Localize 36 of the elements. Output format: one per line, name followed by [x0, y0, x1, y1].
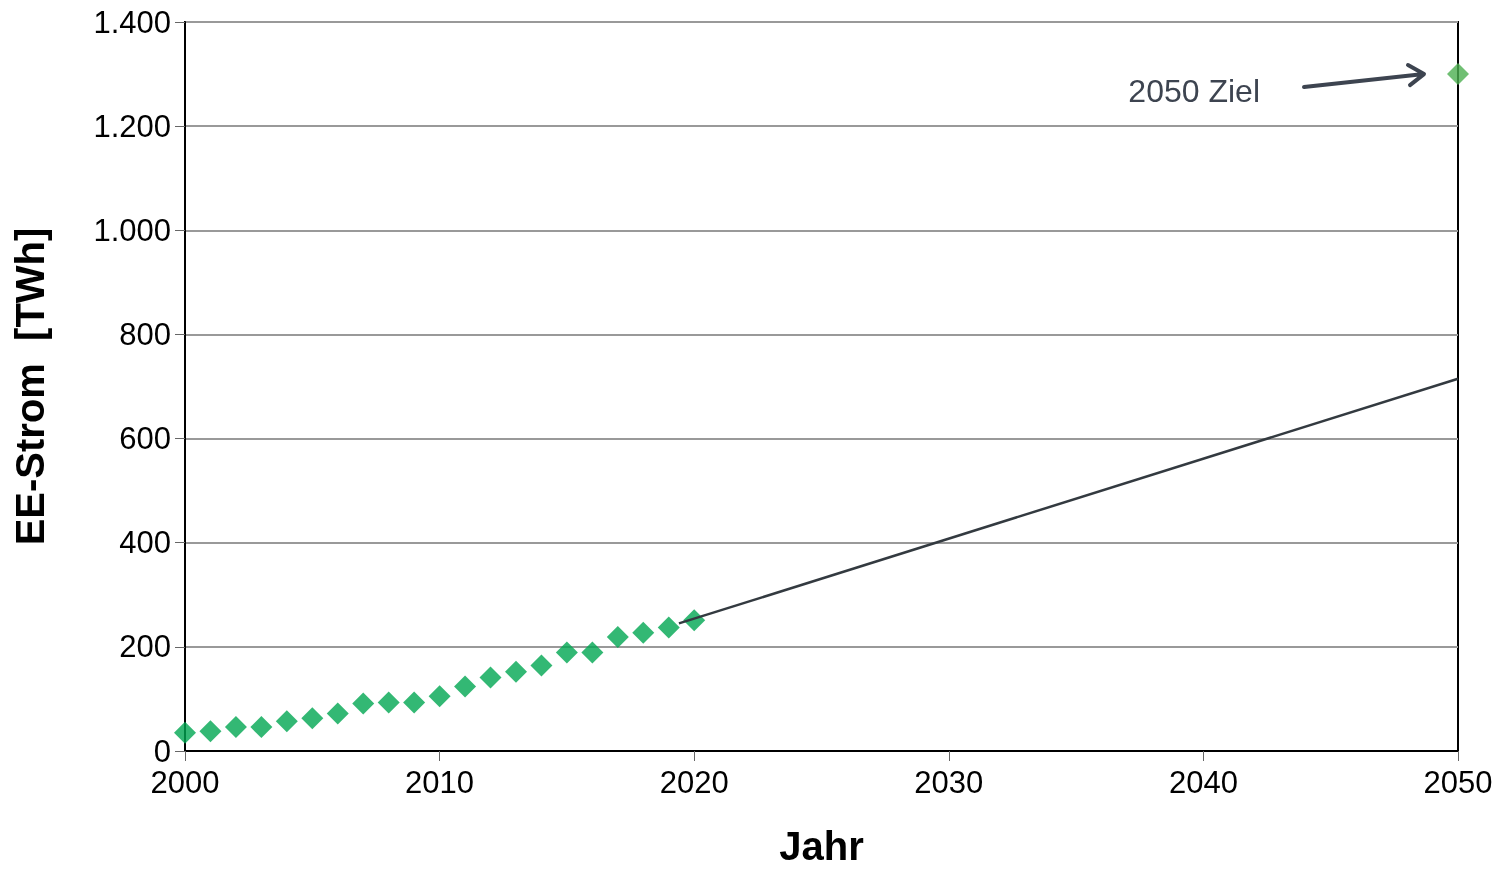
point: [199, 720, 222, 743]
point: [606, 625, 629, 648]
point: [301, 707, 324, 730]
point: [224, 716, 247, 739]
y-tick-label: 800: [119, 316, 171, 352]
point: [479, 666, 502, 689]
x-axis-title: Jahr: [779, 824, 864, 868]
point: [657, 616, 680, 639]
point: [555, 641, 578, 664]
x-tick-label: 2020: [659, 765, 729, 800]
point: [275, 710, 298, 733]
point: [377, 691, 400, 714]
point: [581, 641, 604, 664]
x-tick-label: 2050: [1423, 765, 1493, 800]
y-tick-label: 400: [119, 525, 171, 561]
point: [250, 716, 273, 739]
point: [326, 702, 349, 725]
x-tick-label: 2010: [405, 765, 475, 800]
point: [454, 675, 477, 698]
y-axis-title: EE-Strom [TWh]: [8, 227, 52, 546]
point: [632, 621, 655, 644]
y-tick-label: 1.200: [93, 108, 171, 144]
point: [530, 654, 553, 677]
y-tick-label: 1.400: [93, 4, 171, 40]
point: [403, 691, 426, 714]
point: [504, 660, 527, 683]
point: [1447, 63, 1469, 86]
annotation: 2050 Ziel: [1128, 73, 1260, 109]
y-tick-label: 1.000: [93, 212, 171, 248]
point: [428, 685, 451, 708]
y-tick-label: 600: [119, 421, 171, 457]
y-tick-label: 200: [119, 629, 171, 665]
point: [352, 692, 375, 715]
x-tick-label: 2040: [1168, 765, 1238, 800]
point: [174, 721, 196, 744]
x-tick-label: 2030: [914, 765, 984, 800]
